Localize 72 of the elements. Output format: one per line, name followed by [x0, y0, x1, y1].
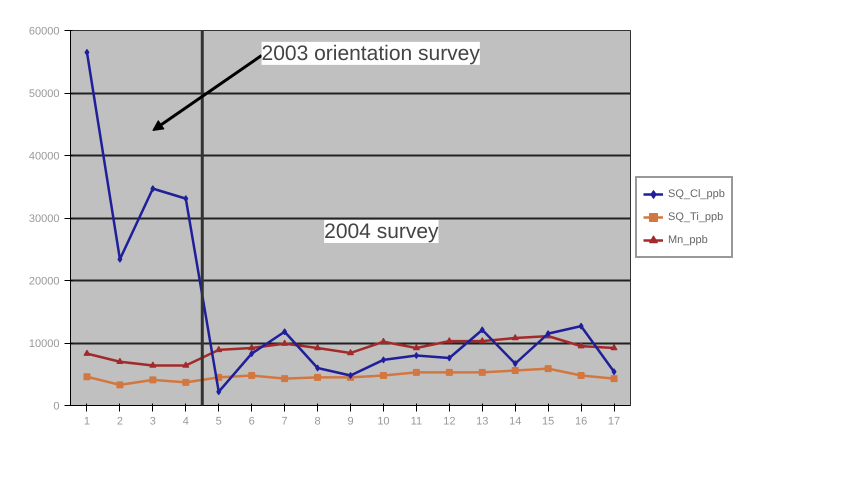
point — [414, 352, 419, 359]
x-tick-label: 7 — [282, 416, 288, 428]
annotation: 2003 orientation survey — [262, 42, 480, 65]
point — [116, 381, 124, 388]
point — [480, 326, 485, 334]
point — [512, 334, 519, 340]
point — [248, 344, 256, 350]
point — [149, 362, 156, 368]
y-tick-label: 60000 — [28, 26, 60, 38]
point — [183, 195, 188, 202]
point — [315, 364, 320, 372]
annotation: 2004 survey — [324, 220, 440, 243]
point — [578, 322, 584, 330]
point — [478, 337, 486, 344]
point — [215, 346, 222, 352]
x-tick-label: 2 — [116, 416, 123, 428]
point — [446, 354, 452, 362]
point — [446, 368, 453, 376]
y-tick-label: 30000 — [28, 213, 60, 225]
point — [578, 372, 585, 379]
x-tick-label: 13 — [476, 416, 488, 428]
point — [83, 373, 90, 380]
x-tick-label: 1 — [84, 416, 90, 428]
x-tick-label: 3 — [150, 416, 156, 428]
x-tick-label: 10 — [377, 416, 390, 428]
point — [380, 372, 387, 379]
point — [610, 344, 618, 350]
point — [612, 368, 617, 376]
point — [84, 48, 90, 56]
x-tick-label: 14 — [509, 416, 522, 428]
point — [182, 362, 190, 368]
point — [347, 349, 354, 356]
x-tick-label: 17 — [608, 416, 620, 428]
point — [544, 365, 552, 372]
x-tick-label: 8 — [314, 416, 321, 428]
y-tick-label: 0 — [53, 400, 60, 412]
x-tick-label: 5 — [216, 416, 222, 428]
point — [446, 337, 453, 344]
legend-label: Mn_ppb — [668, 234, 708, 246]
point — [248, 372, 256, 379]
point — [478, 368, 486, 376]
x-tick-label: 4 — [182, 416, 189, 428]
x-tick-label: 6 — [248, 416, 255, 428]
point — [412, 368, 420, 376]
y-tick-label: 40000 — [28, 150, 60, 162]
point — [281, 375, 288, 382]
point — [610, 375, 618, 382]
point — [282, 328, 288, 336]
x-tick-label: 9 — [347, 416, 354, 428]
point — [249, 350, 254, 358]
point — [380, 356, 386, 364]
x-tick-label: 16 — [574, 416, 588, 428]
point — [314, 374, 322, 381]
legend-label: SQ_Ti_ppb — [668, 210, 724, 222]
y-tick-label: 50000 — [28, 88, 60, 100]
x-tick-label: 12 — [443, 416, 456, 428]
point — [149, 376, 156, 384]
x-tick-label: 11 — [410, 416, 422, 428]
point — [116, 358, 124, 364]
point — [512, 360, 518, 368]
x-tick-label: 15 — [542, 416, 554, 428]
point — [314, 344, 322, 350]
y-tick-label: 20000 — [28, 276, 60, 288]
point — [182, 378, 190, 386]
point — [281, 340, 288, 346]
point — [150, 185, 156, 192]
y-tick-label: 10000 — [28, 338, 60, 350]
point — [578, 342, 585, 348]
point — [412, 344, 420, 350]
point — [512, 367, 519, 374]
legend-label: SQ_Cl_ppb — [668, 188, 725, 200]
point — [83, 350, 90, 356]
